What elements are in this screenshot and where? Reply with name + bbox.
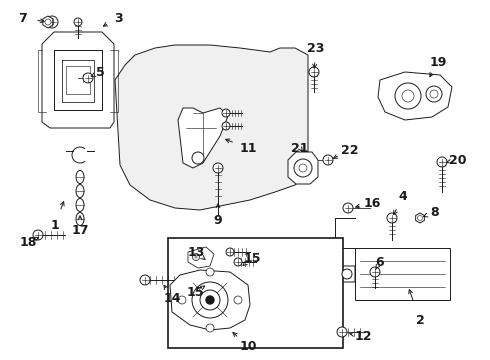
Circle shape [45,19,51,25]
Text: 9: 9 [214,213,222,226]
Circle shape [193,253,199,261]
Circle shape [342,269,352,279]
Polygon shape [337,266,355,282]
Circle shape [387,213,397,223]
Polygon shape [170,270,250,330]
Circle shape [234,258,242,266]
Text: 15: 15 [186,285,204,298]
Circle shape [74,18,82,26]
Polygon shape [42,32,114,128]
Polygon shape [178,108,228,168]
Circle shape [234,296,242,304]
Polygon shape [115,45,308,210]
Circle shape [206,268,214,276]
Circle shape [222,122,230,130]
Text: 12: 12 [354,329,372,342]
Ellipse shape [76,198,84,212]
Text: 10: 10 [239,339,257,352]
Polygon shape [355,248,450,300]
Text: 17: 17 [71,224,89,237]
Text: 13: 13 [187,246,205,258]
Text: 5: 5 [96,66,104,78]
Text: 16: 16 [363,197,381,210]
Text: 19: 19 [429,55,447,68]
Circle shape [83,73,93,83]
Text: 22: 22 [341,144,359,157]
Text: 6: 6 [376,256,384,269]
Bar [66,66,90,94]
Polygon shape [416,213,424,223]
Text: 18: 18 [19,235,37,248]
Circle shape [426,86,442,102]
Circle shape [192,282,228,318]
Text: 23: 23 [307,41,325,54]
Circle shape [337,327,347,337]
Text: 14: 14 [163,292,181,305]
Circle shape [46,16,58,28]
Polygon shape [43,16,53,28]
Circle shape [395,83,421,109]
Text: 21: 21 [291,141,309,154]
Circle shape [222,109,230,117]
Circle shape [33,230,43,240]
Polygon shape [188,247,214,268]
Text: 4: 4 [399,189,407,202]
Circle shape [402,90,414,102]
Text: 20: 20 [449,153,467,166]
Text: 3: 3 [114,12,122,24]
Circle shape [309,67,319,77]
Circle shape [417,216,422,220]
Text: 15: 15 [243,252,261,265]
Circle shape [323,155,333,165]
Circle shape [437,157,447,167]
Ellipse shape [76,171,84,184]
Ellipse shape [76,185,84,198]
Circle shape [343,203,353,213]
Circle shape [370,267,380,277]
Text: 2: 2 [416,314,424,327]
Ellipse shape [76,212,84,225]
Circle shape [178,296,186,304]
Circle shape [206,296,214,304]
Circle shape [206,324,214,332]
Circle shape [294,159,312,177]
Polygon shape [288,152,318,184]
Circle shape [140,275,150,285]
Circle shape [200,290,220,310]
Circle shape [299,164,307,172]
Circle shape [226,248,234,256]
Bar [168,238,343,348]
Text: 1: 1 [50,219,59,231]
Polygon shape [378,72,452,120]
Text: 11: 11 [239,141,257,154]
Circle shape [430,90,438,98]
Circle shape [192,152,204,164]
Text: 8: 8 [431,206,440,219]
Text: 7: 7 [18,12,26,24]
Circle shape [213,163,223,173]
